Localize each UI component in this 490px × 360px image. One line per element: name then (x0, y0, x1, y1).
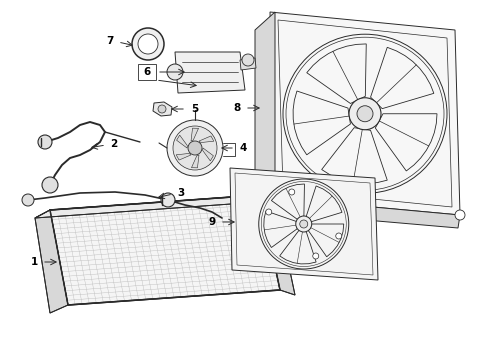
Circle shape (357, 106, 373, 122)
Polygon shape (255, 12, 275, 215)
Circle shape (313, 253, 319, 259)
Circle shape (158, 105, 166, 113)
Circle shape (266, 209, 272, 215)
Polygon shape (230, 168, 378, 280)
Circle shape (42, 177, 58, 193)
Circle shape (296, 216, 312, 232)
Text: 4: 4 (239, 143, 246, 153)
Polygon shape (50, 195, 280, 305)
Polygon shape (273, 198, 460, 228)
Ellipse shape (259, 179, 349, 269)
Text: 7: 7 (106, 36, 114, 46)
Text: 9: 9 (208, 217, 216, 227)
Polygon shape (260, 195, 295, 295)
Circle shape (188, 141, 202, 155)
Polygon shape (192, 155, 199, 168)
Polygon shape (35, 195, 260, 218)
Circle shape (38, 135, 52, 149)
Polygon shape (240, 58, 256, 70)
Circle shape (161, 193, 175, 207)
Polygon shape (35, 210, 68, 313)
Bar (138, 64, 156, 80)
Ellipse shape (283, 34, 447, 193)
Polygon shape (203, 148, 214, 161)
Circle shape (289, 189, 295, 195)
Polygon shape (270, 12, 460, 215)
Text: 2: 2 (110, 139, 118, 149)
Polygon shape (199, 136, 214, 143)
Text: 5: 5 (192, 104, 198, 114)
Circle shape (349, 98, 381, 130)
Polygon shape (191, 128, 198, 141)
Text: 8: 8 (233, 103, 241, 113)
Circle shape (455, 210, 465, 220)
Polygon shape (153, 102, 172, 116)
Circle shape (138, 34, 158, 54)
Circle shape (167, 120, 223, 176)
Polygon shape (176, 135, 187, 148)
Circle shape (173, 126, 217, 170)
Circle shape (336, 233, 342, 239)
Circle shape (271, 194, 279, 202)
Text: 3: 3 (177, 188, 185, 198)
Circle shape (167, 64, 183, 80)
Polygon shape (176, 153, 191, 160)
Circle shape (132, 28, 164, 60)
Circle shape (242, 54, 254, 66)
Circle shape (300, 220, 308, 228)
Polygon shape (175, 52, 245, 93)
Circle shape (22, 194, 34, 206)
Text: 6: 6 (144, 67, 150, 77)
Text: 1: 1 (30, 257, 38, 267)
